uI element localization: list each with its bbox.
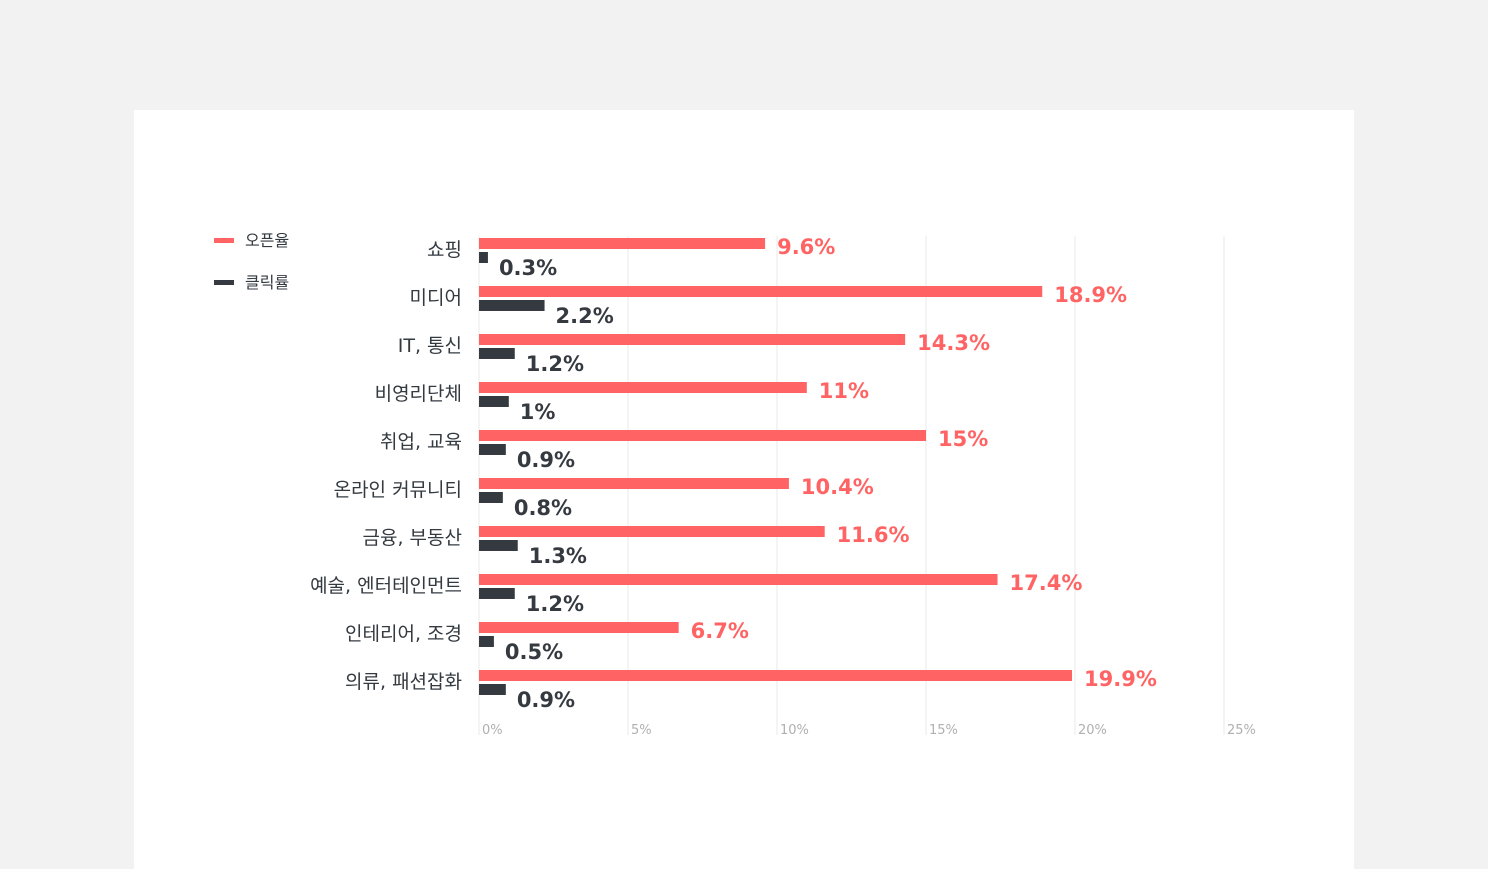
- data-label-click-rate: 1.2%: [526, 352, 584, 376]
- bar-click-rate: [479, 444, 506, 455]
- bar-open-rate: [479, 670, 1073, 681]
- legend-swatch: [214, 280, 234, 285]
- data-label-open-rate: 18.9%: [1054, 283, 1127, 307]
- bar-open-rate: [479, 478, 789, 489]
- bar-open-rate: [479, 574, 998, 585]
- legend-label: 클릭률: [245, 273, 289, 292]
- bar-open-rate: [479, 526, 825, 537]
- legend-label: 오픈율: [245, 231, 289, 250]
- category-label: 비영리단체: [375, 383, 462, 405]
- data-label-click-rate: 0.9%: [517, 448, 575, 472]
- data-label-open-rate: 15%: [938, 427, 988, 451]
- bar-open-rate: [479, 334, 906, 345]
- x-tick-label: 10%: [780, 723, 809, 738]
- bar-open-rate: [479, 430, 926, 441]
- category-label: 예술, 엔터테인먼트: [310, 575, 462, 597]
- data-label-open-rate: 11.6%: [837, 523, 910, 547]
- legend-swatch: [214, 238, 234, 243]
- bar-click-rate: [479, 492, 503, 503]
- data-label-open-rate: 9.6%: [777, 235, 835, 259]
- bar-click-rate: [479, 540, 518, 551]
- bar-click-rate: [479, 348, 515, 359]
- bar-click-rate: [479, 300, 545, 311]
- category-label: 인테리어, 조경: [345, 623, 462, 645]
- data-label-open-rate: 6.7%: [691, 619, 749, 643]
- bar-open-rate: [479, 238, 766, 249]
- data-label-open-rate: 11%: [819, 379, 869, 403]
- bar-click-rate: [479, 588, 515, 599]
- x-tick-label: 0%: [482, 723, 503, 738]
- bar-click-rate: [479, 252, 488, 263]
- data-label-click-rate: 2.2%: [556, 304, 614, 328]
- bar-click-rate: [479, 684, 506, 695]
- data-label-open-rate: 19.9%: [1084, 667, 1157, 691]
- category-label: 쇼핑: [427, 239, 462, 261]
- data-label-open-rate: 17.4%: [1010, 571, 1083, 595]
- data-label-click-rate: 1.2%: [526, 592, 584, 616]
- bar-open-rate: [479, 382, 807, 393]
- category-label: 온라인 커뮤니티: [334, 479, 462, 501]
- data-label-click-rate: 1.3%: [529, 544, 587, 568]
- x-tick-label: 25%: [1227, 723, 1256, 738]
- category-label: 의류, 패션잡화: [345, 671, 462, 693]
- chart-card: [134, 110, 1354, 869]
- category-label: 금융, 부동산: [363, 527, 462, 549]
- bar-open-rate: [479, 622, 679, 633]
- bar-click-rate: [479, 636, 494, 647]
- bars-layer: [479, 238, 1073, 695]
- labels-layer: 0% 5% 10% 15% 20% 25% 쇼핑 9.6% 0.3% 미디어 18.9% 2.2% IT…: [310, 235, 1256, 738]
- data-label-click-rate: 0.9%: [517, 688, 575, 712]
- data-label-open-rate: 10.4%: [801, 475, 874, 499]
- data-label-open-rate: 14.3%: [917, 331, 990, 355]
- category-label: IT, 통신: [398, 335, 462, 357]
- x-tick-label: 20%: [1078, 723, 1107, 738]
- data-label-click-rate: 0.3%: [499, 256, 557, 280]
- bar-click-rate: [479, 396, 509, 407]
- category-label: 미디어: [410, 287, 462, 309]
- data-label-click-rate: 0.8%: [514, 496, 572, 520]
- category-label: 취업, 교육: [380, 431, 462, 453]
- x-tick-label: 15%: [929, 723, 958, 738]
- data-label-click-rate: 1%: [520, 400, 556, 424]
- data-label-click-rate: 0.5%: [505, 640, 563, 664]
- bar-open-rate: [479, 286, 1043, 297]
- x-tick-label: 5%: [631, 723, 652, 738]
